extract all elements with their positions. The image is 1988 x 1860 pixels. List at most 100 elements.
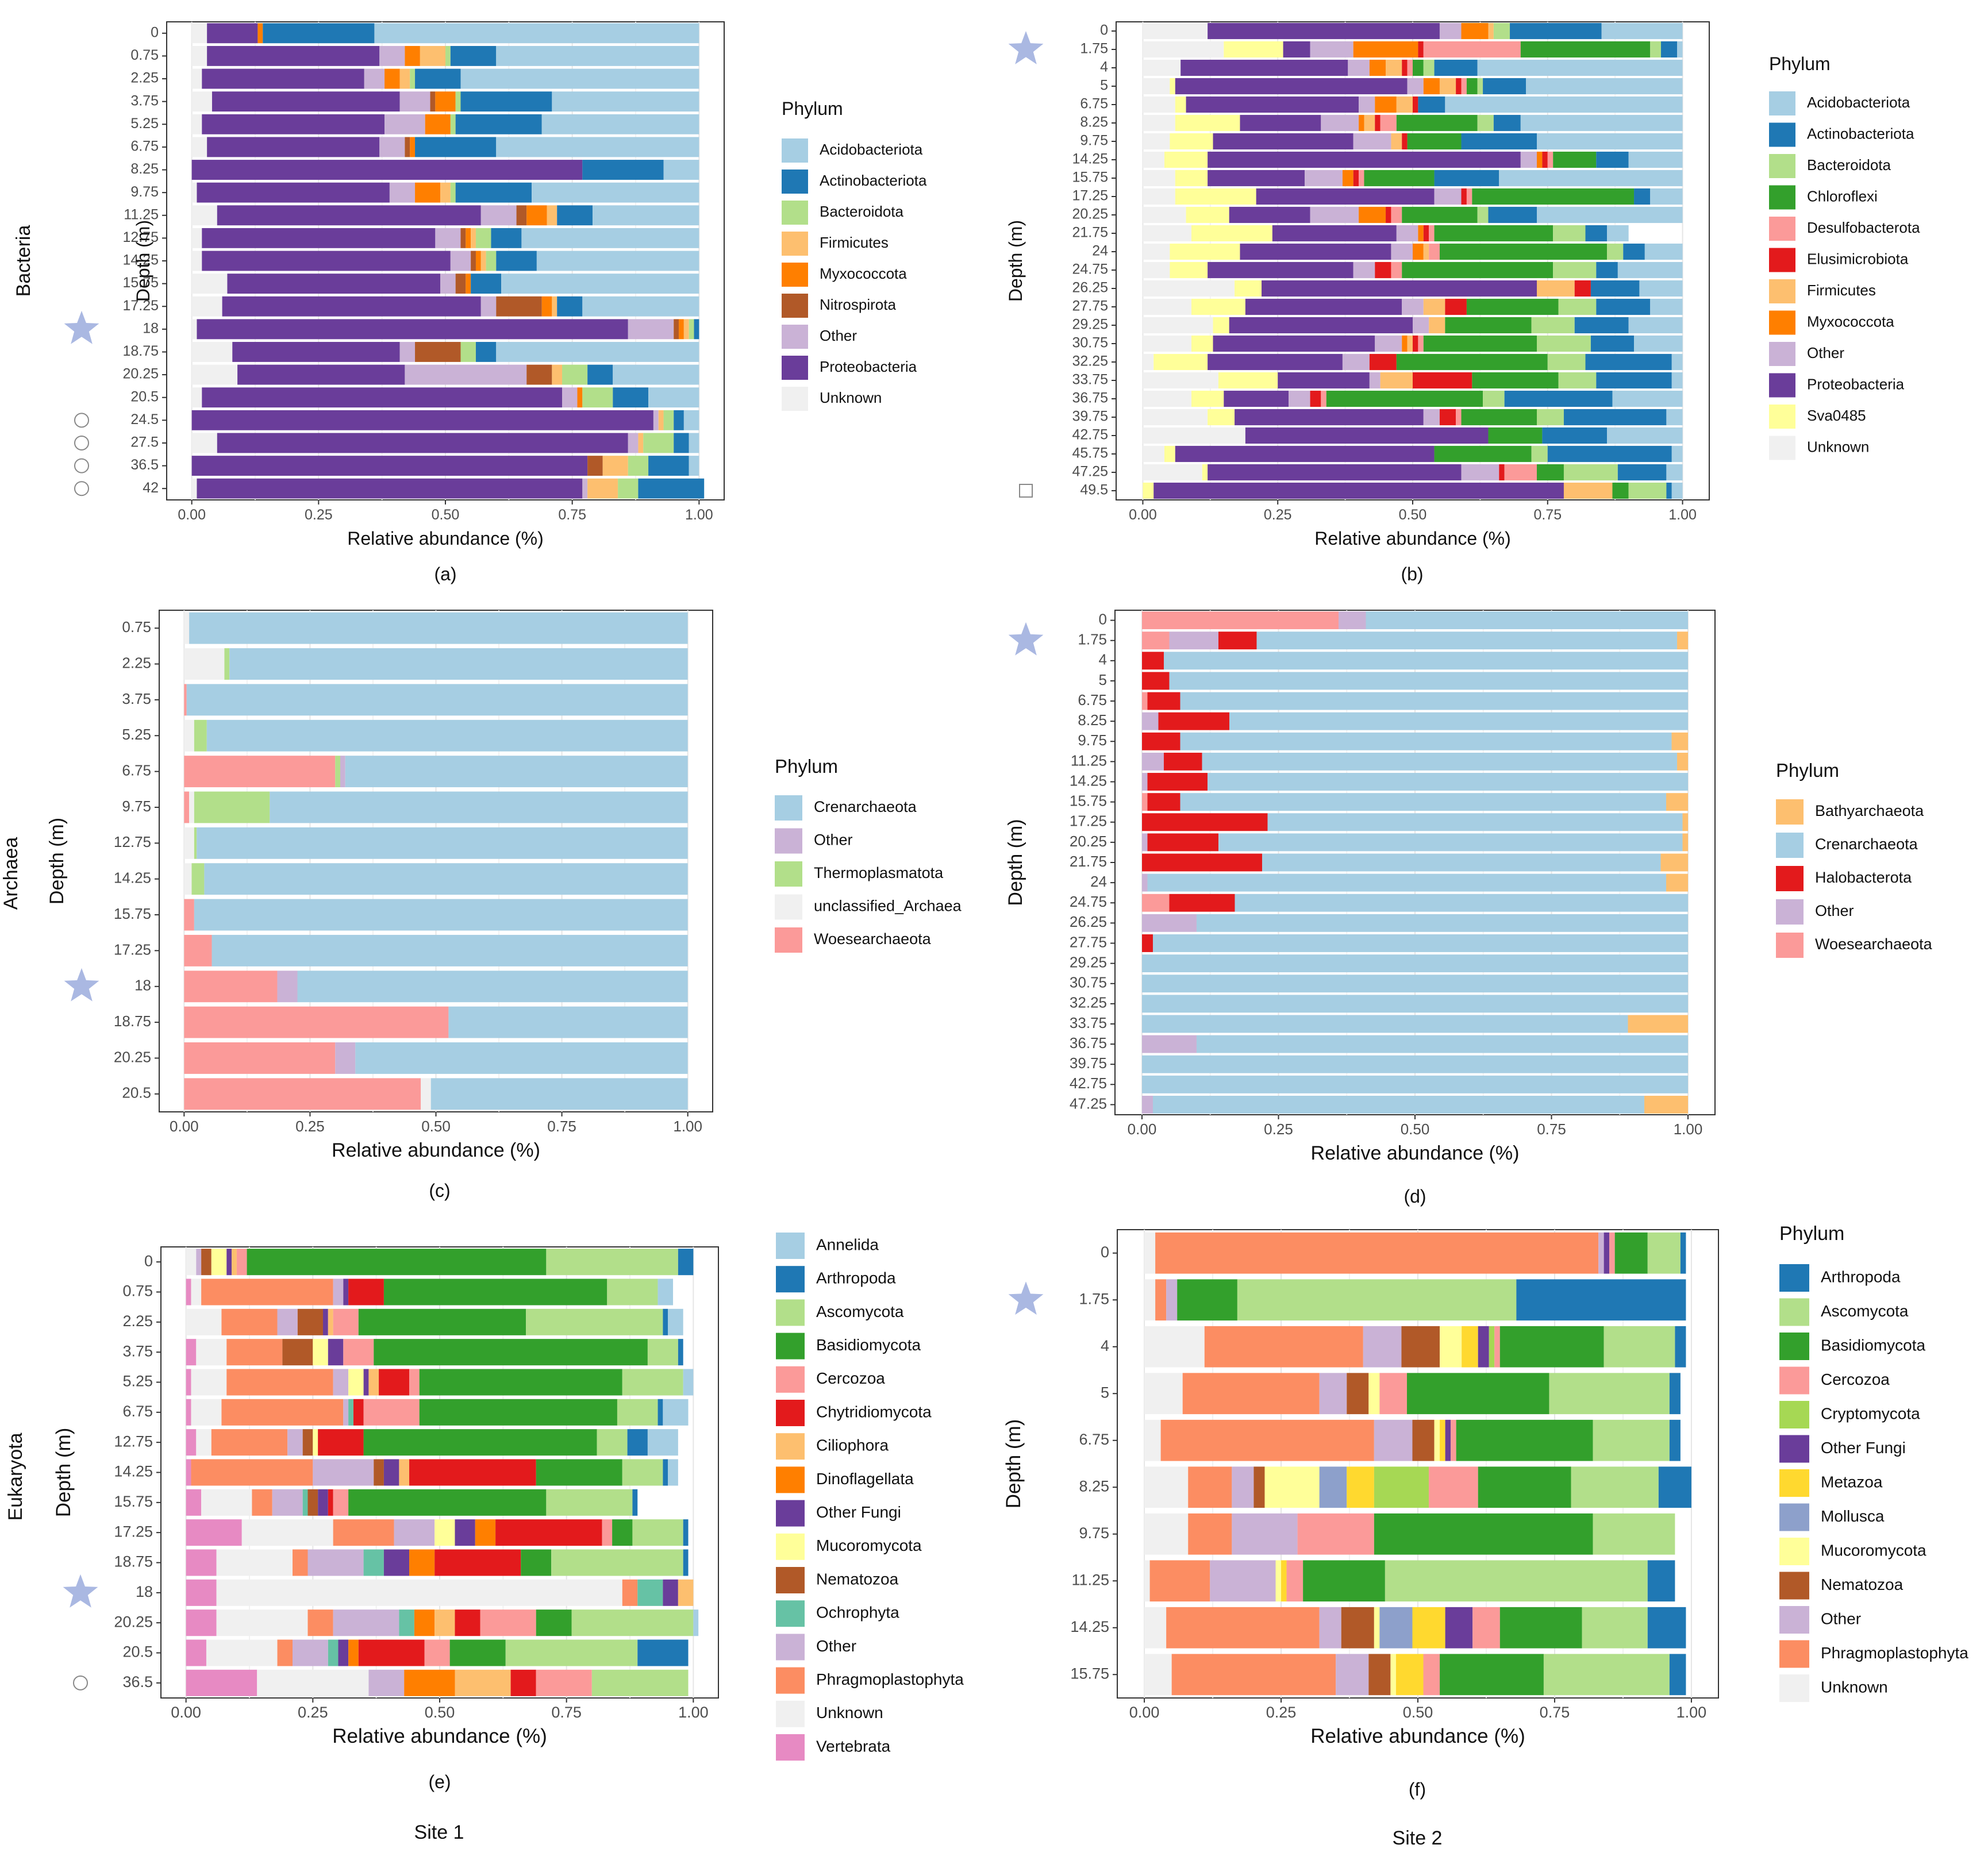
panel-a-bar-actinobacteriota <box>496 251 537 271</box>
panel-b-bar-other <box>1407 78 1424 95</box>
panel-b-ytick-label: 45.75 <box>1072 445 1108 461</box>
panel-e-bar-other <box>333 1609 399 1636</box>
panel-a-bar-unknown <box>191 364 238 385</box>
panel-a-bar-proteobacteria <box>227 274 441 294</box>
panel-e-bar-dinoflagellata <box>348 1639 359 1666</box>
panel-b-bar-proteobacteria <box>1208 170 1305 187</box>
panel-a-bar-myxococcota <box>405 45 420 66</box>
panel-f-bar-metazoa <box>1412 1607 1445 1649</box>
panel-e-bar-arthropoda <box>683 1519 689 1546</box>
panel-b-bar-elusimicrobiota <box>1461 188 1467 205</box>
panel-b-bar-elusimicrobiota <box>1353 170 1359 187</box>
panel-b-bar-proteobacteria <box>1245 298 1402 315</box>
panel-d-ytick-label: 47.25 <box>1070 1095 1107 1112</box>
panel-e-ytick-label: 12.75 <box>114 1432 153 1450</box>
panel-a-bar-other <box>435 228 461 248</box>
panel-b-bar-bacteroidota <box>1650 41 1661 58</box>
panel-b-bar-other <box>1310 41 1353 58</box>
panel-f-ytick-label: 9.75 <box>1079 1524 1109 1542</box>
panel-f-legend-label-other-fungi: Other Fungi <box>1821 1439 1906 1457</box>
panel-b-bar-desulfobacterota <box>1391 206 1402 224</box>
panel-e-legend-label-nematozoa: Nematozoa <box>816 1570 899 1588</box>
panel-a-bar-proteobacteria <box>202 251 451 271</box>
panel-b-legend-swatch-chloroflexi <box>1769 185 1795 210</box>
panel-b-bar-acidobacteriota <box>1607 225 1629 242</box>
panel-b-bar-proteobacteria <box>1186 96 1359 113</box>
panel-a-bar-unknown <box>191 182 197 203</box>
panel-f-bar-arthropoda <box>1669 1373 1681 1415</box>
panel-f-bar-cercozoa <box>1494 1326 1500 1368</box>
panel-e-bar-ascomycota <box>571 1609 694 1636</box>
panel-f-bar-ascomycota <box>1647 1232 1681 1274</box>
panel-a-bar-nitrospirota <box>526 364 552 385</box>
panel-b-bar-desulfobacterota <box>1547 151 1554 168</box>
panel-f-bar-mucoromycota <box>1264 1466 1320 1508</box>
panel-b-group: 0 1.75 4 5 6.75 8.25 9.75 14.25 15.75 17.25 20.25 2… <box>1005 21 1920 584</box>
panel-f-legend-label-other: Other <box>1821 1609 1861 1627</box>
panel-b-bar-desulfobacterota <box>1456 409 1462 426</box>
panel-f-bar-other <box>1166 1279 1178 1321</box>
panel-f-legend-swatch-nematozoa <box>1779 1572 1809 1600</box>
panel-b-bar-bacteroidota <box>1563 464 1618 481</box>
panel-d-group: 0 1.75 4 5 6.75 8.25 9.75 11.25 14.25 15.75 17.25 2… <box>1005 610 1933 1207</box>
panel-c-legend-swatch-unclassified-archaea <box>775 894 802 920</box>
panel-a-legend-label-myxococcota: Myxococcota <box>820 265 907 282</box>
panel-f-star-marker <box>1008 1281 1044 1315</box>
panel-b-bar-actinobacteriota <box>1596 151 1629 168</box>
panel-e-bar-other-fungi <box>322 1308 328 1335</box>
panel-e-bar-chytridiomycota <box>455 1609 480 1636</box>
panel-a-ytick-label: 3.75 <box>130 93 159 109</box>
panel-a-bar-unknown <box>191 23 207 44</box>
panel-a-ytick-label: 8.25 <box>130 161 159 177</box>
panel-b-bar-proteobacteria <box>1208 261 1353 279</box>
panel-a-bar-proteobacteria <box>197 478 583 499</box>
panel-e-bar-basidiomycota <box>383 1278 607 1306</box>
panel-a-bar-acidobacteriota <box>521 228 699 248</box>
panel-e-bar-other <box>333 1369 349 1396</box>
panel-f-legend-label-basidiomycota: Basidiomycota <box>1821 1336 1926 1354</box>
panel-f-bar-mucoromycota <box>1368 1373 1380 1415</box>
panel-a-ytick-label: 12.75 <box>122 229 159 245</box>
panel-a-legend-swatch-firmicutes <box>782 232 808 256</box>
panel-a-ytick-label: 9.75 <box>130 184 159 200</box>
panel-e-ytick-label: 14.25 <box>114 1463 153 1480</box>
panel-b-bar-myxococcota <box>1353 41 1418 58</box>
panel-b-bar-acidobacteriota <box>1650 298 1683 315</box>
panel-e-bar-basidiomycota <box>247 1249 547 1276</box>
panel-f-bar-metazoa <box>1347 1466 1374 1508</box>
panel-b-bar-actinobacteriota <box>1563 409 1667 426</box>
panel-b-bar-other <box>1439 22 1462 40</box>
panel-a-bar-nitrospirota <box>516 205 527 226</box>
panel-b-bar-unknown <box>1143 206 1186 224</box>
panel-f-legend-label-ascomycota: Ascomycota <box>1821 1302 1909 1320</box>
panel-d-bar-woesearchaeota <box>1141 692 1148 710</box>
panel-a-bar-actinobacteriota <box>475 342 497 362</box>
panel-b-bar-other <box>1321 114 1359 132</box>
panel-e-bar-other-fungi <box>663 1579 678 1606</box>
panel-a-legend-swatch-other <box>782 325 808 349</box>
panel-d-bar-bathyarchaeota <box>1660 853 1689 872</box>
panel-e-bar-chytridiomycota <box>434 1549 521 1576</box>
panel-b-ytick-label: 24.75 <box>1072 261 1108 278</box>
panel-e-legend-label-unknown: Unknown <box>816 1704 883 1722</box>
panel-b-bar-chloroflexi <box>1553 151 1597 168</box>
panel-f-bar-ascomycota <box>1543 1654 1670 1696</box>
panel-c-bar-woesearchaeota <box>184 1006 449 1038</box>
panel-a-bar-bacteroidota <box>450 114 456 134</box>
panel-b-bar-chloroflexi <box>1402 206 1478 224</box>
panel-a-bar-actinobacteriota <box>674 410 684 430</box>
panel-b-bar-actinobacteriota <box>1590 335 1635 352</box>
panel-c-bar-thermoplasmatota <box>194 827 197 859</box>
panel-e-bar-other <box>293 1639 328 1666</box>
panel-b-bar-elusimicrobiota <box>1402 59 1408 76</box>
panel-f-ytick-label: 11.25 <box>1071 1571 1109 1588</box>
panel-e-bar-unknown <box>241 1519 333 1546</box>
panel-e-bar-basidiomycota <box>374 1339 648 1366</box>
panel-c-legend-label-woesearchaeota: Woesearchaeota <box>814 930 932 948</box>
panel-b-bar-acidobacteriota <box>1612 390 1683 407</box>
panel-e-bar-unknown <box>186 1308 222 1335</box>
panel-a-bar-firmicutes <box>683 319 689 340</box>
panel-a-bar-actinobacteriota <box>674 433 689 453</box>
panel-a-bar-myxococcota <box>679 319 684 340</box>
panel-f-bar-other <box>1374 1419 1413 1461</box>
